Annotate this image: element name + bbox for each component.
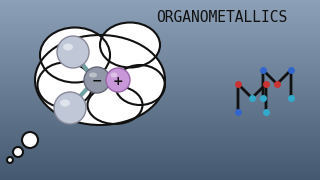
- Ellipse shape: [110, 73, 117, 78]
- Ellipse shape: [89, 73, 97, 78]
- Text: −: −: [92, 75, 102, 87]
- Ellipse shape: [115, 65, 165, 105]
- Ellipse shape: [37, 62, 92, 107]
- Circle shape: [106, 68, 130, 92]
- Text: +: +: [113, 75, 123, 87]
- Ellipse shape: [35, 35, 165, 125]
- Ellipse shape: [60, 100, 70, 107]
- Circle shape: [57, 36, 89, 68]
- Ellipse shape: [40, 28, 110, 82]
- Circle shape: [13, 147, 23, 157]
- Circle shape: [54, 92, 86, 124]
- Ellipse shape: [87, 86, 142, 124]
- Circle shape: [84, 67, 110, 93]
- Ellipse shape: [63, 44, 73, 51]
- Text: ORGANOMETALLICS: ORGANOMETALLICS: [156, 10, 288, 24]
- Circle shape: [7, 157, 13, 163]
- Circle shape: [22, 132, 38, 148]
- Ellipse shape: [100, 22, 160, 68]
